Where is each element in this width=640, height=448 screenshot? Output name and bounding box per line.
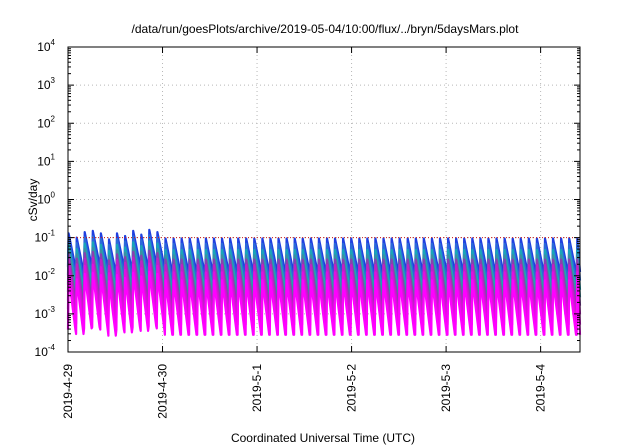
y-tick-label: 10-1 xyxy=(35,229,56,245)
x-tick-label: 2019-5-2 xyxy=(345,364,359,412)
series-line-8 xyxy=(66,270,582,337)
chart-title: /data/run/goesPlots/archive/2019-05-04/1… xyxy=(132,22,520,36)
x-tick-label: 2019-5-3 xyxy=(439,364,453,412)
y-tick-label: 10-2 xyxy=(35,267,56,283)
y-tick-label: 103 xyxy=(37,76,55,92)
y-tick-label: 10-4 xyxy=(35,343,56,359)
x-tick-label: 2019-4-29 xyxy=(61,364,75,419)
y-tick-label: 101 xyxy=(37,152,55,168)
y-tick-label: 100 xyxy=(37,191,55,207)
x-tick-label: 2019-4-30 xyxy=(156,364,170,419)
x-axis-label: Coordinated Universal Time (UTC) xyxy=(231,431,415,445)
series-lines xyxy=(66,228,582,337)
y-axis-label: cSv/day xyxy=(26,179,40,222)
y-tick-label: 10-3 xyxy=(35,305,56,321)
x-tick-label: 2019-5-4 xyxy=(534,364,548,412)
axis-ticks: 10-4 10-3 10-2 10-1 100 101 102 103 104 2019-4-29… xyxy=(35,38,580,419)
y-tick-label: 102 xyxy=(37,114,55,130)
x-tick-label: 2019-5-1 xyxy=(250,364,264,412)
y-tick-label: 104 xyxy=(37,38,55,54)
